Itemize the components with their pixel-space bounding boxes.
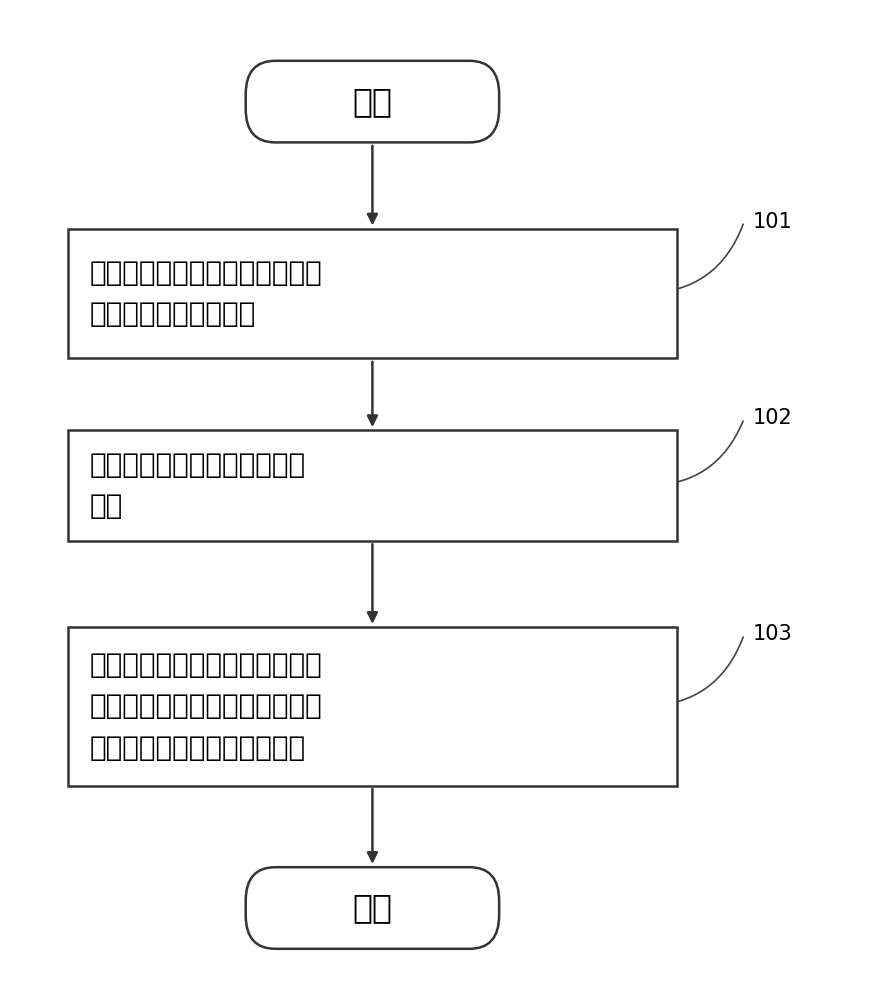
Text: 判断填充因子是否超过预设的
阈值: 判断填充因子是否超过预设的 阈值 [90, 451, 305, 520]
Text: 获取光伏组件参数，计算能够表
示老化程度的填充因子: 获取光伏组件参数，计算能够表 示老化程度的填充因子 [90, 259, 322, 328]
Bar [69, 627, 677, 786]
Text: 根据判断结果，若超过则该光伏
组件老化程度严重，若没有超过
则该光伏组件短路或轻微老化: 根据判断结果，若超过则该光伏 组件老化程度严重，若没有超过 则该光伏组件短路或轻… [90, 651, 322, 762]
FancyBboxPatch shape [246, 867, 499, 949]
Text: 结束: 结束 [352, 892, 392, 924]
Text: 103: 103 [752, 624, 792, 644]
Bar [69, 430, 677, 541]
Text: 102: 102 [752, 408, 792, 428]
Text: 101: 101 [752, 212, 792, 232]
Text: 开始: 开始 [352, 85, 392, 118]
Bar [69, 229, 677, 358]
FancyBboxPatch shape [246, 61, 499, 142]
